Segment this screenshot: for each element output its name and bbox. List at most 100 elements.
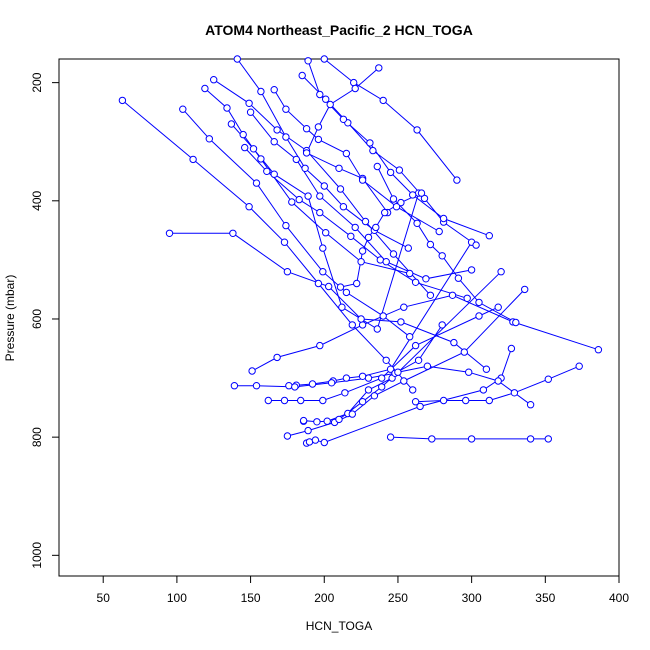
data-point	[475, 298, 483, 307]
plot-frame	[58, 58, 620, 577]
data-point	[373, 162, 381, 171]
data-point	[179, 105, 187, 113]
data-point	[364, 374, 373, 382]
data-point	[358, 398, 367, 406]
data-point	[389, 250, 398, 258]
data-point	[450, 338, 458, 347]
profile-line-18	[250, 111, 472, 280]
profile-line-15	[231, 123, 420, 330]
data-point	[350, 78, 358, 87]
data-point	[510, 389, 519, 397]
data-point	[497, 268, 505, 276]
data-point	[297, 396, 305, 405]
data-point	[291, 383, 299, 391]
data-point	[304, 192, 312, 200]
data-point	[270, 86, 278, 94]
data-point	[348, 321, 356, 329]
plot-points	[118, 55, 603, 447]
data-point	[314, 123, 323, 131]
x-tick-label: 250	[388, 591, 408, 605]
data-point	[304, 426, 312, 435]
data-point	[316, 90, 324, 99]
data-point	[373, 325, 381, 333]
y-tick-label: 1000	[30, 542, 44, 569]
data-point	[379, 312, 387, 320]
data-point	[411, 341, 420, 350]
data-point	[448, 291, 457, 299]
data-point	[462, 396, 470, 405]
data-point	[288, 198, 296, 206]
data-point	[347, 232, 355, 241]
data-point	[249, 145, 258, 153]
profile-line-9	[338, 365, 531, 420]
x-axis: 50 100 150 200 250 300 350 400	[97, 576, 629, 605]
profile-line-7	[234, 324, 443, 388]
data-point	[460, 348, 468, 356]
data-point	[319, 268, 327, 276]
data-point	[282, 105, 290, 113]
data-point	[544, 435, 552, 443]
profile-line-17	[236, 58, 409, 249]
data-point	[394, 368, 402, 376]
data-point	[379, 96, 387, 105]
profile-line-21	[305, 67, 389, 213]
data-point	[428, 435, 436, 443]
data-point	[295, 195, 303, 204]
x-tick-label: 200	[314, 591, 334, 605]
data-point	[280, 396, 289, 405]
data-point	[283, 432, 292, 440]
data-point	[351, 84, 359, 93]
data-point	[370, 392, 379, 400]
data-point	[423, 362, 432, 370]
data-point	[364, 233, 373, 242]
data-point	[322, 229, 330, 237]
data-point	[397, 318, 405, 326]
data-point	[342, 288, 351, 297]
data-point	[351, 223, 359, 232]
x-axis-label: HCN_TOGA	[306, 619, 372, 633]
data-point	[314, 279, 323, 288]
data-point	[336, 185, 345, 193]
profile-line-11	[122, 100, 414, 391]
profile-line-24	[273, 89, 440, 232]
data-point	[389, 195, 398, 203]
data-point	[439, 214, 448, 223]
profile-line-25	[204, 88, 410, 274]
data-point	[316, 192, 324, 200]
x-tick-label: 100	[167, 591, 187, 605]
data-point	[283, 268, 292, 276]
data-point	[320, 182, 328, 190]
data-point	[386, 168, 395, 177]
data-point	[357, 315, 365, 323]
data-point	[472, 241, 480, 249]
data-point	[282, 133, 290, 141]
profile-line-14	[213, 79, 431, 296]
data-point	[378, 374, 386, 382]
data-point	[316, 208, 324, 217]
data-point	[392, 203, 401, 211]
chart-title: ATOM4 Northeast_Pacific_2 HCN_TOGA	[205, 22, 473, 38]
data-point	[594, 346, 603, 354]
data-point	[454, 274, 463, 282]
data-point	[239, 130, 247, 139]
data-point	[575, 362, 583, 370]
profile-line-23	[376, 166, 517, 323]
data-point	[264, 396, 272, 405]
data-point	[544, 375, 552, 383]
data-point	[512, 318, 520, 327]
data-point	[285, 382, 293, 390]
data-point	[273, 126, 281, 134]
data-point	[378, 383, 386, 391]
data-point	[411, 398, 420, 406]
data-point	[323, 417, 331, 425]
data-point	[426, 240, 435, 249]
data-point	[298, 71, 306, 80]
data-point	[422, 275, 430, 283]
data-point	[252, 382, 261, 390]
data-point	[358, 247, 367, 255]
data-point	[299, 416, 308, 425]
data-point	[526, 435, 535, 443]
data-point	[382, 258, 390, 266]
data-point	[414, 356, 423, 364]
data-point	[426, 291, 435, 299]
